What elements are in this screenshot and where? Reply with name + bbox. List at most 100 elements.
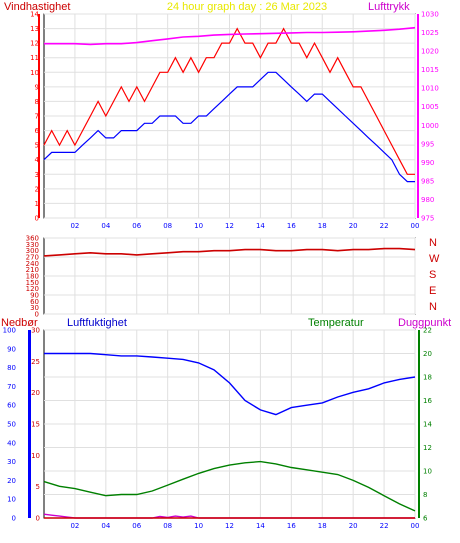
temperature-label: Temperatur <box>308 317 364 329</box>
dir-y-tick-7: 210 <box>26 266 39 274</box>
clim-xtick-2: 06 <box>132 522 141 530</box>
wind-xtick-9: 20 <box>349 222 358 230</box>
clim-xtick-5: 12 <box>225 522 234 530</box>
wind-y-tick-8: 8 <box>35 98 39 106</box>
clim-xtick-4: 10 <box>194 522 203 530</box>
rain-y-tick-2: 20 <box>7 477 16 485</box>
clim-xtick-6: 14 <box>256 522 265 530</box>
humidity-y-tick-1: 5 <box>36 483 40 491</box>
wind-xtick-4: 10 <box>194 222 203 230</box>
rain-label: Nedbør <box>1 317 38 329</box>
wind-y-tick-2: 2 <box>35 185 39 193</box>
pressure-y-tick-10: 1025 <box>421 29 439 37</box>
wind-xtick-11: 00 <box>411 222 420 230</box>
pressure-y-tick-3: 990 <box>421 159 434 167</box>
wind-y-tick-11: 11 <box>30 54 39 62</box>
clim-xtick-1: 04 <box>101 522 110 530</box>
rain-y-tick-9: 90 <box>7 345 16 353</box>
wind-series-2 <box>44 26 416 46</box>
dir-y-tick-8: 240 <box>26 260 39 268</box>
pressure-y-tick-9: 1020 <box>421 48 439 56</box>
temp-y-tick-8: 22 <box>423 327 432 335</box>
rain-y-tick-4: 40 <box>7 439 16 447</box>
temp-y-tick-4: 14 <box>423 421 432 429</box>
pressure-y-tick-6: 1005 <box>421 103 439 111</box>
clim-xtick-7: 16 <box>287 522 296 530</box>
wind-y-tick-1: 1 <box>35 200 39 208</box>
pressure-y-tick-5: 1000 <box>421 122 439 130</box>
temperature-axis-bar <box>418 330 420 518</box>
humidity-y-tick-6: 30 <box>31 327 40 335</box>
temp-y-tick-3: 12 <box>423 444 432 452</box>
dir-label-e: E <box>429 285 436 297</box>
climate-series-0 <box>44 352 416 416</box>
rain-y-tick-3: 30 <box>7 458 16 466</box>
pressure-y-tick-11: 1030 <box>421 11 439 19</box>
humidity-y-tick-2: 10 <box>31 452 40 460</box>
wind-y-tick-4: 4 <box>35 156 40 164</box>
pressure-y-tick-8: 1015 <box>421 66 439 74</box>
dir-y-tick-1: 30 <box>30 304 39 312</box>
clim-xtick-0: 02 <box>70 522 79 530</box>
wind-y-tick-9: 9 <box>35 83 39 91</box>
dir-y-tick-3: 90 <box>30 292 39 300</box>
humidity-y-tick-3: 15 <box>31 421 40 429</box>
dir-label-s: S <box>429 269 436 281</box>
wind-series-1 <box>43 71 415 183</box>
wind-xtick-0: 02 <box>70 222 79 230</box>
dewpoint-label: Duggpunkt <box>398 317 451 329</box>
wind-y-tick-14: 14 <box>30 11 39 19</box>
dir-y-tick-5: 150 <box>26 279 39 287</box>
wind-y-tick-13: 13 <box>30 25 39 33</box>
wind-y-tick-3: 3 <box>35 171 39 179</box>
clim-xtick-3: 08 <box>163 522 172 530</box>
rain-y-tick-1: 10 <box>7 496 16 504</box>
pressure-y-tick-7: 1010 <box>421 85 439 93</box>
dir-y-tick-6: 180 <box>26 273 39 281</box>
clim-xtick-11: 00 <box>411 522 420 530</box>
climate-series-1 <box>43 460 416 512</box>
wind-xtick-8: 18 <box>318 222 327 230</box>
dir-y-tick-11: 330 <box>26 241 39 249</box>
wind-xtick-6: 14 <box>256 222 265 230</box>
pressure-y-tick-0: 975 <box>421 215 434 223</box>
humidity-y-tick-5: 25 <box>31 358 40 366</box>
wind-y-tick-10: 10 <box>30 69 39 77</box>
graph-title: 24 hour graph day : 26 Mar 2023 <box>167 1 327 13</box>
wind-xtick-10: 22 <box>380 222 389 230</box>
rain-y-tick-8: 80 <box>7 364 16 372</box>
climate-series-2 <box>43 513 415 519</box>
rain-y-tick-7: 70 <box>7 383 16 391</box>
dir-y-tick-9: 270 <box>26 254 39 262</box>
dir-y-tick-2: 60 <box>30 298 39 306</box>
dir-y-tick-12: 360 <box>26 235 39 243</box>
wind-series-0 <box>43 27 415 175</box>
humidity-y-tick-4: 20 <box>31 389 40 397</box>
wind-xtick-5: 12 <box>225 222 234 230</box>
dir-y-tick-10: 300 <box>26 247 39 255</box>
wind-xtick-7: 16 <box>287 222 296 230</box>
direction-series-0 <box>43 247 416 257</box>
dir-y-tick-0: 0 <box>35 311 39 319</box>
wind-xtick-1: 04 <box>101 222 110 230</box>
dir-label-n-bottom: N <box>429 301 437 313</box>
wind-speed-label: Vindhastighet <box>4 1 70 13</box>
rain-y-tick-0: 0 <box>12 515 16 523</box>
humidity-y-tick-0: 0 <box>36 515 40 523</box>
temp-y-tick-5: 16 <box>423 397 432 405</box>
wind-xtick-3: 08 <box>163 222 172 230</box>
temp-y-tick-2: 10 <box>423 468 432 476</box>
pressure-label: Lufttrykk <box>368 1 410 13</box>
humidity-label: Luftfuktighet <box>67 317 127 329</box>
temp-y-tick-0: 6 <box>423 515 428 523</box>
pressure-y-tick-1: 980 <box>421 196 434 204</box>
wind-xtick-2: 06 <box>132 222 141 230</box>
wind-axis-bar <box>38 14 40 218</box>
rain-y-tick-5: 50 <box>7 421 16 429</box>
temp-y-tick-7: 20 <box>423 350 432 358</box>
dir-label-n-top: N <box>429 237 437 249</box>
rain-y-tick-10: 100 <box>3 327 16 335</box>
wind-y-tick-7: 7 <box>35 113 39 121</box>
